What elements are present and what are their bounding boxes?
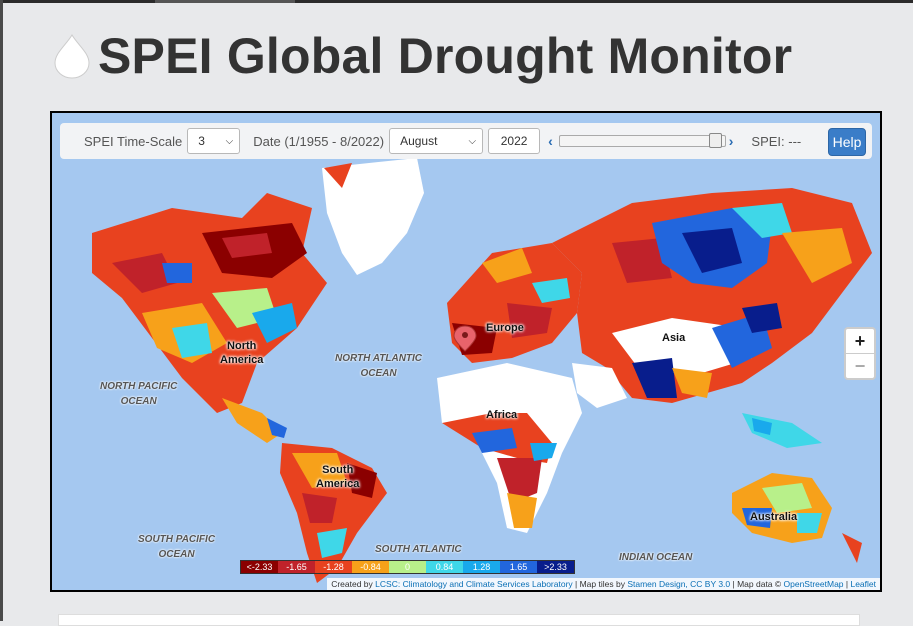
arrow-left-icon[interactable]: ‹	[548, 133, 553, 149]
legend-cell: -1.28	[315, 561, 352, 573]
osm-link[interactable]: OpenStreetMap	[783, 579, 844, 589]
date-label: Date (1/1955 - 8/2022)	[253, 133, 385, 149]
greenland-region	[322, 158, 424, 275]
label-south-atlantic: SOUTH ATLANTIC	[375, 544, 462, 555]
label-indian-ocean: INDIAN OCEAN	[619, 552, 693, 563]
timescale-label: SPEI Time-Scale	[84, 133, 183, 149]
attribution-separator: | Map tiles by	[572, 579, 628, 589]
lcsc-link[interactable]: LCSC: Climatology and Climate Services L…	[375, 579, 573, 589]
month-value: August	[400, 134, 438, 148]
arrow-right-icon[interactable]: ›	[728, 133, 734, 149]
label-australia: Australia	[750, 511, 798, 523]
slider-handle[interactable]	[708, 133, 722, 148]
timescale-value: 3	[198, 134, 205, 148]
spei-readout: SPEI: ---	[751, 133, 802, 149]
zoom-out-button[interactable]: −	[846, 353, 874, 378]
legend-cell: <-2.33	[241, 561, 278, 573]
window-left-border	[0, 0, 3, 621]
help-button[interactable]: Help	[828, 128, 866, 156]
legend-cell: -0.84	[352, 561, 389, 573]
legend-cell: 0	[389, 561, 426, 573]
timescale-select[interactable]: 3 ⌵	[187, 128, 241, 154]
attribution-separator: | Map data ©	[730, 579, 784, 589]
legend-cell: >2.33	[537, 561, 574, 573]
water-drop-icon	[54, 34, 90, 79]
content-panel	[58, 614, 860, 626]
leaflet-link[interactable]: Leaflet	[850, 579, 876, 589]
label-north-atlantic: NORTH ATLANTIC OCEAN	[335, 353, 423, 379]
month-select[interactable]: August ⌵	[389, 128, 484, 154]
legend-cell: 0.84	[426, 561, 463, 573]
spei-legend: <-2.33 -1.65 -1.28 -0.84 0 0.84 1.28 1.65 >2.33	[240, 560, 575, 574]
page-title: SPEI Global Drought Monitor	[98, 28, 793, 84]
attribution-separator: |	[843, 579, 851, 589]
label-asia: Asia	[662, 332, 686, 344]
chevron-down-icon: ⌵	[225, 135, 234, 147]
legend-cell: 1.28	[463, 561, 500, 573]
label-north-pacific: NORTH PACIFIC OCEAN	[100, 381, 178, 407]
map-control-bar: SPEI Time-Scale 3 ⌵ Date (1/1955 - 8/202…	[60, 123, 872, 159]
label-africa: Africa	[486, 409, 518, 421]
drought-map[interactable]: North America South America Europe Africa …	[50, 111, 882, 592]
window-top-border	[0, 0, 913, 3]
legend-cell: -1.65	[278, 561, 315, 573]
label-north-america: North America	[220, 340, 264, 366]
year-input[interactable]: 2022	[488, 128, 541, 154]
map-tiles[interactable]	[52, 113, 880, 590]
map-marker-icon[interactable]	[453, 325, 477, 352]
year-value: 2022	[500, 134, 528, 148]
label-europe: Europe	[486, 322, 524, 334]
map-attribution: Created by LCSC: Climatology and Climate…	[327, 578, 880, 590]
label-south-pacific: SOUTH PACIFIC OCEAN	[138, 534, 216, 560]
zoom-in-button[interactable]: +	[854, 330, 866, 351]
zoom-control: + −	[844, 327, 876, 380]
label-south-america: South America	[316, 464, 360, 490]
stamen-link[interactable]: Stamen Design, CC BY 3.0	[627, 579, 731, 589]
tab-indicator	[155, 0, 295, 3]
page-header: SPEI Global Drought Monitor	[52, 26, 792, 86]
date-slider[interactable]	[558, 133, 726, 148]
attribution-created-by: Created by	[331, 579, 373, 589]
legend-cell: 1.65	[500, 561, 537, 573]
chevron-down-icon: ⌵	[468, 135, 477, 147]
